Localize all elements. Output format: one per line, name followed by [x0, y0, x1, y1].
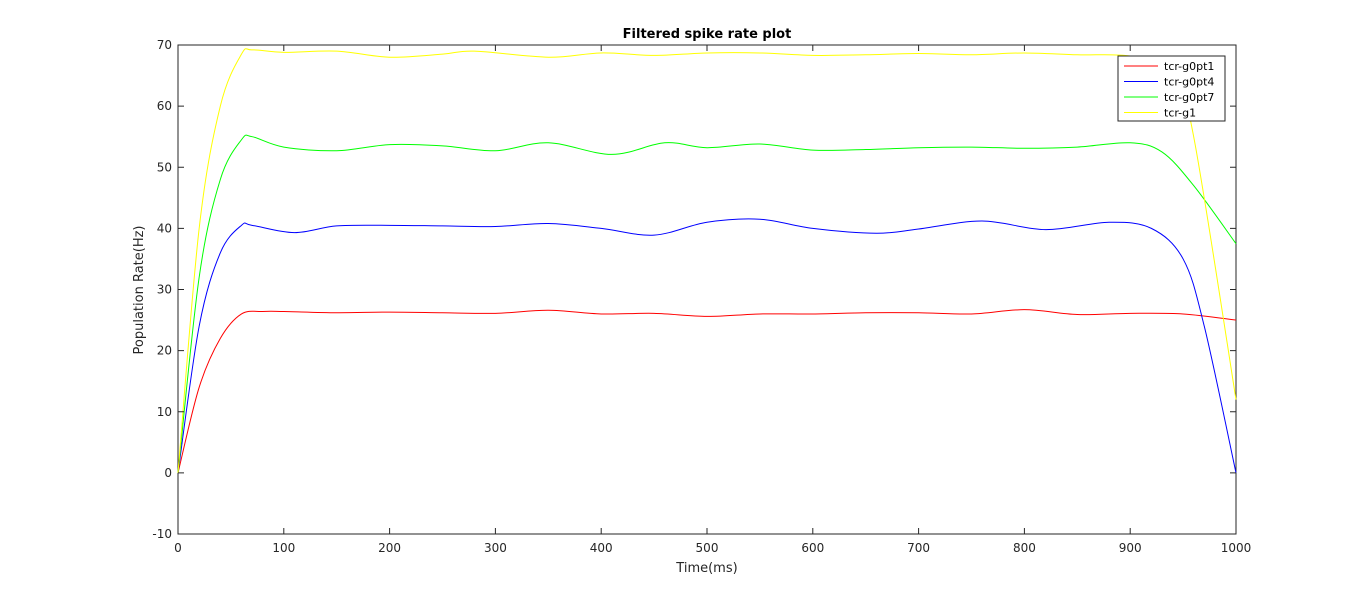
legend: tcr-g0pt1 tcr-g0pt4 tcr-g0pt7 tcr-g1 [1117, 55, 1226, 122]
y-tick-label: 30 [157, 283, 172, 297]
legend-label-tcr-g0pt7: tcr-g0pt7 [1164, 91, 1214, 104]
series-line-tcr-g1 [177, 48, 1237, 473]
chart-title: Filtered spike rate plot [623, 27, 792, 42]
x-tick-label: 800 [1013, 541, 1036, 555]
x-tick-label: 0 [174, 541, 182, 555]
legend-box [1117, 55, 1226, 122]
plot-area [177, 44, 1237, 535]
legend-label-tcr-g1: tcr-g1 [1164, 107, 1196, 120]
y-tick-label: 0 [164, 466, 172, 480]
x-axis-label: Time(ms) [675, 561, 737, 576]
x-tick-label: 900 [1119, 541, 1142, 555]
y-tick-label: 20 [157, 344, 172, 358]
x-tick-label: 100 [272, 541, 295, 555]
x-tick-label: 1000 [1221, 541, 1252, 555]
y-tick-label: 10 [157, 405, 172, 419]
x-tick-label: 200 [378, 541, 401, 555]
y-tick-label: 70 [157, 38, 172, 52]
y-tick-label: -10 [152, 527, 172, 541]
x-tick-label: 300 [484, 541, 507, 555]
x-tick-label: 500 [696, 541, 719, 555]
legend-label-tcr-g0pt4: tcr-g0pt4 [1164, 76, 1214, 89]
x-axis-ticks: 0 100 200 300 400 500 600 700 800 900 1000 [174, 45, 1251, 555]
x-tick-label: 600 [801, 541, 824, 555]
legend-label-tcr-g0pt1: tcr-g0pt1 [1164, 60, 1214, 73]
series-line-tcr-g0pt4 [177, 218, 1237, 473]
series-layer [177, 48, 1237, 474]
y-tick-label: 60 [157, 99, 172, 113]
x-tick-label: 400 [590, 541, 613, 555]
series-line-tcr-g0pt1 [177, 309, 1237, 474]
x-tick-label: 700 [907, 541, 930, 555]
series-line-tcr-g0pt7 [177, 134, 1237, 473]
y-axis-ticks: -10 0 10 20 30 40 50 60 70 [152, 38, 1236, 541]
y-axis-label: Population Rate(Hz) [132, 226, 147, 355]
y-tick-label: 40 [157, 221, 172, 235]
y-tick-label: 50 [157, 160, 172, 174]
